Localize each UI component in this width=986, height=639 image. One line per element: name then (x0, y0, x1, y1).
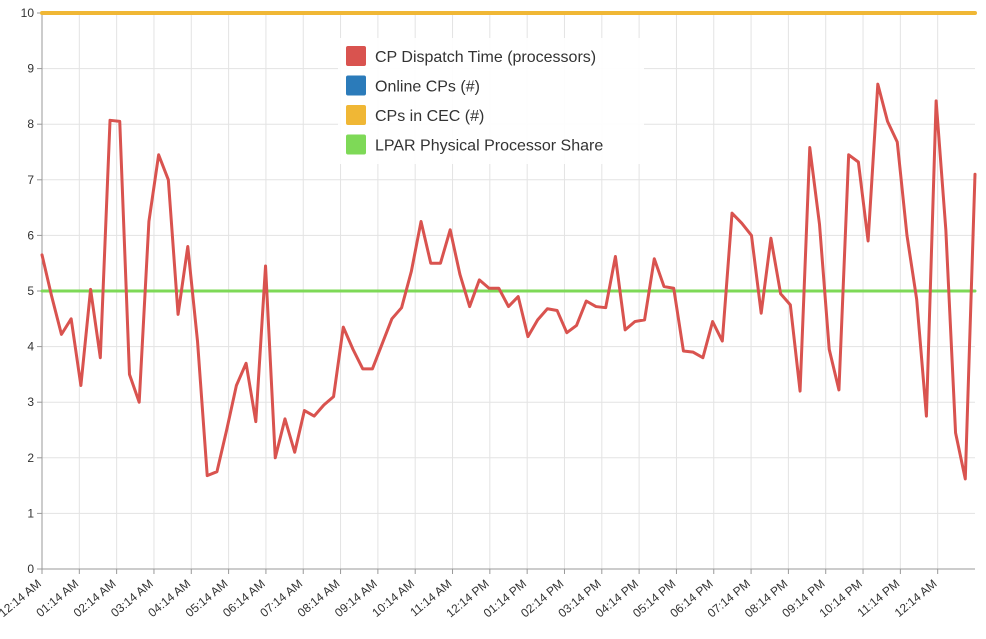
x-tick-label: 10:14 AM (369, 577, 417, 620)
y-tick-label: 10 (21, 6, 35, 20)
legend-swatch (346, 105, 366, 125)
y-tick-label: 3 (27, 395, 34, 409)
y-tick-label: 2 (27, 451, 34, 465)
y-tick-label: 1 (27, 506, 34, 520)
y-tick-label: 9 (27, 62, 34, 76)
legend-label: CPs in CEC (#) (375, 108, 484, 125)
y-tick-label: 6 (27, 228, 34, 242)
y-tick-labels: 0 1 2 3 4 5 6 7 8 9 10 (21, 6, 35, 576)
legend-swatch (346, 75, 366, 96)
legend-swatch (346, 134, 366, 155)
legend-label: CP Dispatch Time (processors) (375, 49, 596, 66)
legend-label: LPAR Physical Processor Share (375, 138, 603, 155)
legend: CP Dispatch Time (processors) Online CPs … (338, 38, 644, 164)
y-tick-label: 8 (27, 117, 34, 131)
y-tick-label: 7 (27, 173, 34, 187)
x-tick-label: 12:14 AM (892, 577, 940, 620)
legend-label: Online CPs (#) (375, 79, 480, 96)
series-line (40, 82, 977, 481)
legend-swatch (346, 46, 366, 66)
y-tick-label: 5 (27, 284, 34, 298)
legend-background (338, 38, 644, 164)
plot-area (40, 11, 977, 481)
y-tick-label: 4 (27, 340, 34, 354)
y-tick-label: 0 (27, 562, 34, 576)
